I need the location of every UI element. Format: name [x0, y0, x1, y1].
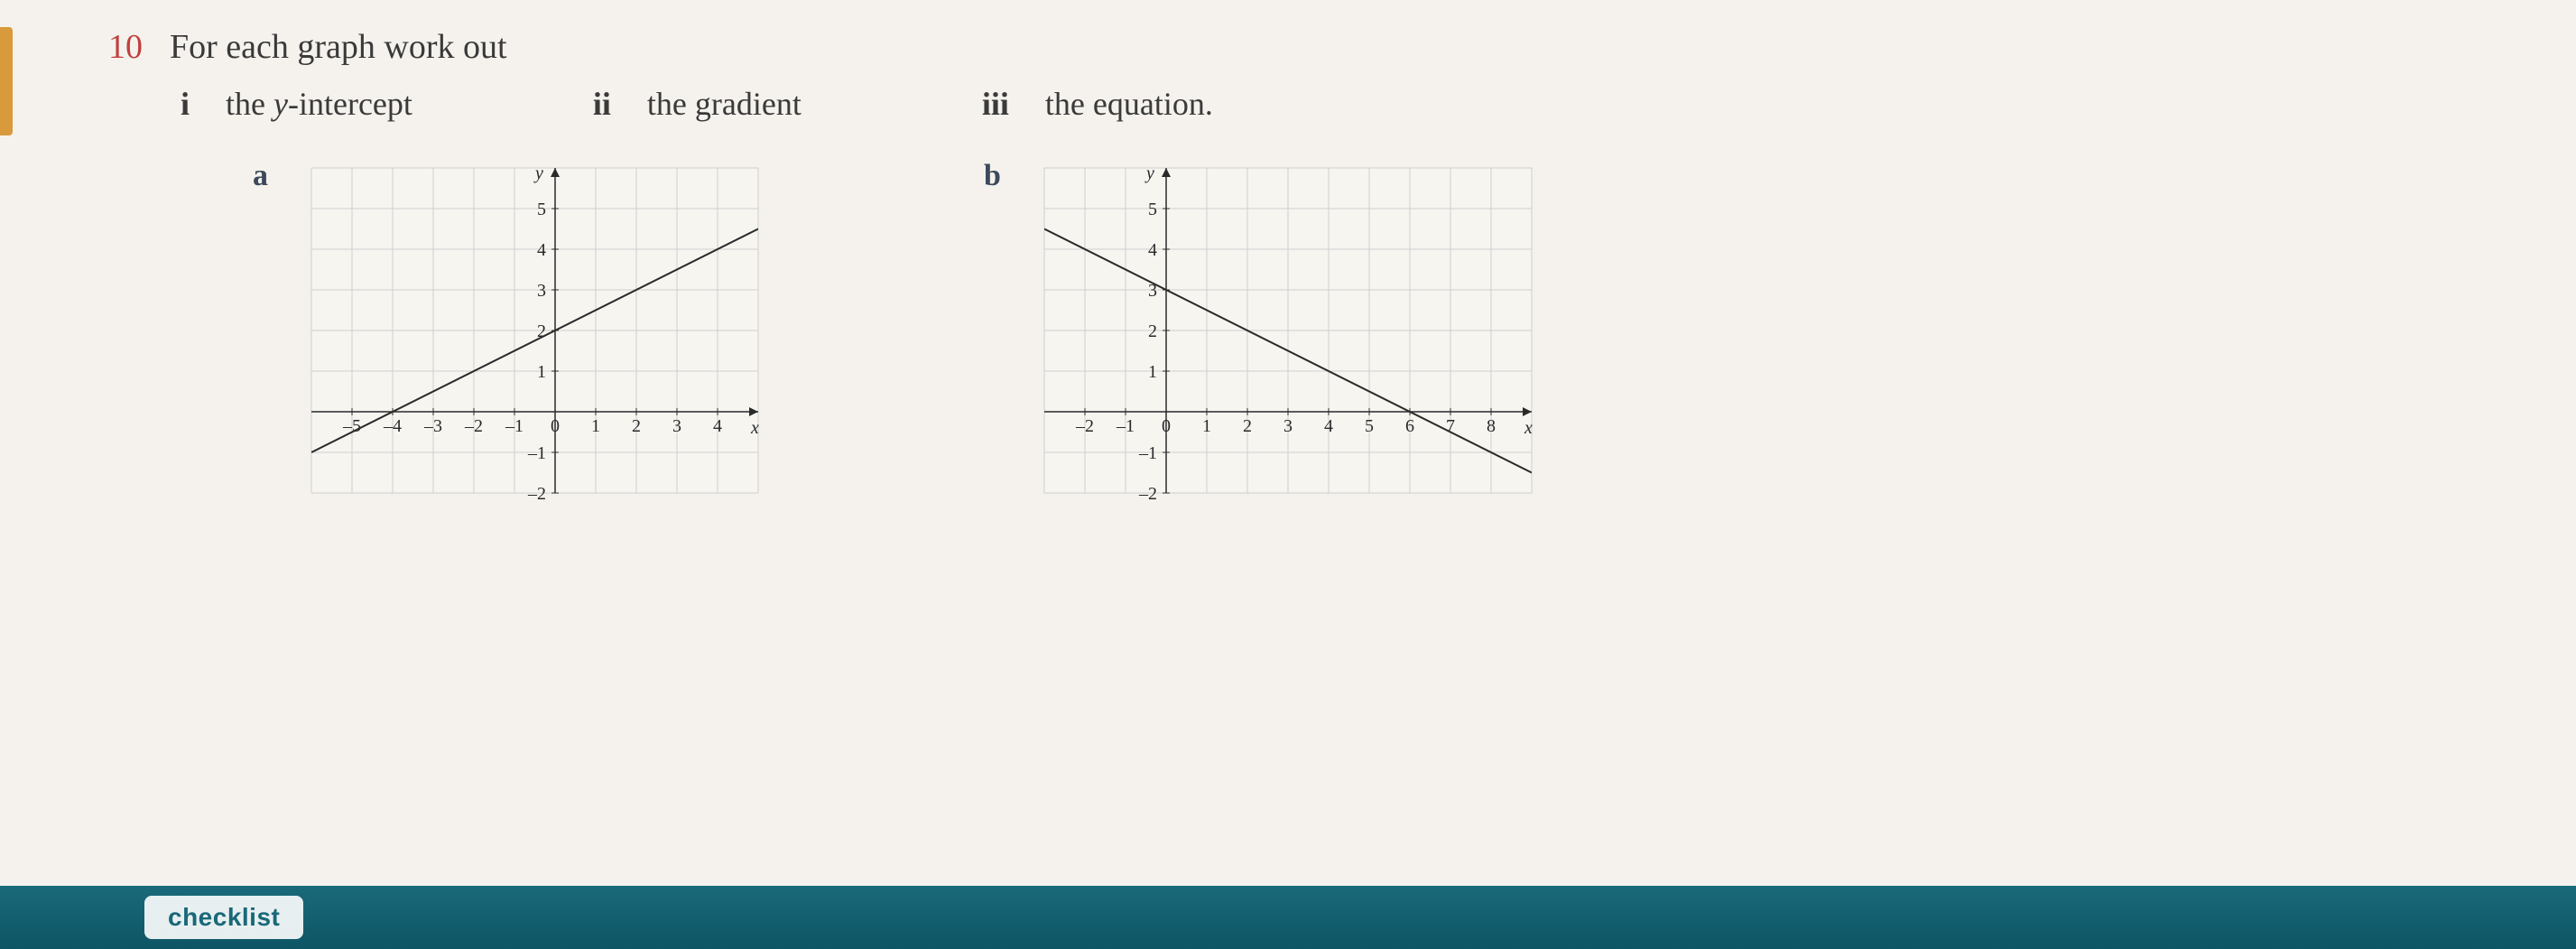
part-text: the equation. — [1045, 85, 1213, 123]
part-iii: iii the equation. — [982, 85, 1213, 123]
graph-a-label: a — [253, 159, 268, 193]
svg-text:2: 2 — [1243, 416, 1252, 436]
part-ii: ii the gradient — [593, 85, 802, 123]
svg-text:–4: –4 — [383, 416, 402, 436]
footer-badge: checklist — [144, 896, 303, 939]
svg-text:–1: –1 — [505, 416, 524, 436]
svg-text:4: 4 — [537, 240, 546, 260]
svg-text:x: x — [1524, 418, 1533, 438]
svg-text:2: 2 — [632, 416, 641, 436]
graph-a: –5–4–3–2–101234–2–112345xy — [284, 150, 785, 520]
svg-text:1: 1 — [1202, 416, 1211, 436]
question-number: 10 — [108, 27, 143, 67]
svg-text:2: 2 — [1148, 321, 1157, 341]
svg-text:3: 3 — [1283, 416, 1293, 436]
svg-text:6: 6 — [1405, 416, 1414, 436]
graph-b: –2–1012345678–2–112345xy — [1017, 150, 1559, 520]
svg-text:1: 1 — [1148, 362, 1157, 382]
svg-text:x: x — [750, 418, 759, 438]
svg-text:5: 5 — [1148, 200, 1157, 219]
svg-text:–1: –1 — [1116, 416, 1135, 436]
page-content: 10 For each graph work out i the y-inter… — [0, 0, 2576, 547]
svg-text:y: y — [1144, 163, 1154, 183]
graph-a-wrap: a –5–4–3–2–101234–2–112345xy — [253, 150, 785, 520]
svg-text:3: 3 — [672, 416, 681, 436]
svg-text:–2: –2 — [1075, 416, 1094, 436]
svg-text:4: 4 — [713, 416, 722, 436]
part-text: the gradient — [647, 85, 802, 123]
svg-text:4: 4 — [1324, 416, 1333, 436]
svg-text:–1: –1 — [1138, 443, 1157, 463]
svg-text:8: 8 — [1487, 416, 1496, 436]
part-label: ii — [593, 85, 611, 123]
svg-text:–2: –2 — [464, 416, 483, 436]
part-i: i the y-intercept — [181, 85, 412, 123]
footer-bar: checklist — [0, 886, 2576, 949]
svg-text:–2: –2 — [527, 484, 546, 504]
question-prompt: For each graph work out — [170, 27, 507, 67]
part-label: iii — [982, 85, 1009, 123]
svg-text:3: 3 — [537, 281, 546, 301]
svg-text:5: 5 — [537, 200, 546, 219]
svg-text:1: 1 — [537, 362, 546, 382]
svg-text:y: y — [533, 163, 543, 183]
svg-text:4: 4 — [1148, 240, 1157, 260]
part-text: the y-intercept — [226, 85, 412, 123]
svg-text:5: 5 — [1365, 416, 1374, 436]
graphs-row: a –5–4–3–2–101234–2–112345xy b –2–101234… — [253, 150, 2468, 520]
svg-text:–1: –1 — [527, 443, 546, 463]
svg-text:–3: –3 — [423, 416, 442, 436]
svg-text:0: 0 — [551, 416, 560, 436]
graph-b-label: b — [984, 159, 1001, 193]
parts-row: i the y-intercept ii the gradient iii th… — [181, 85, 2468, 123]
svg-text:1: 1 — [591, 416, 600, 436]
part-label: i — [181, 85, 190, 123]
question-header: 10 For each graph work out — [108, 27, 2468, 67]
svg-text:–2: –2 — [1138, 484, 1157, 504]
svg-text:0: 0 — [1162, 416, 1171, 436]
graph-b-wrap: b –2–1012345678–2–112345xy — [984, 150, 1559, 520]
